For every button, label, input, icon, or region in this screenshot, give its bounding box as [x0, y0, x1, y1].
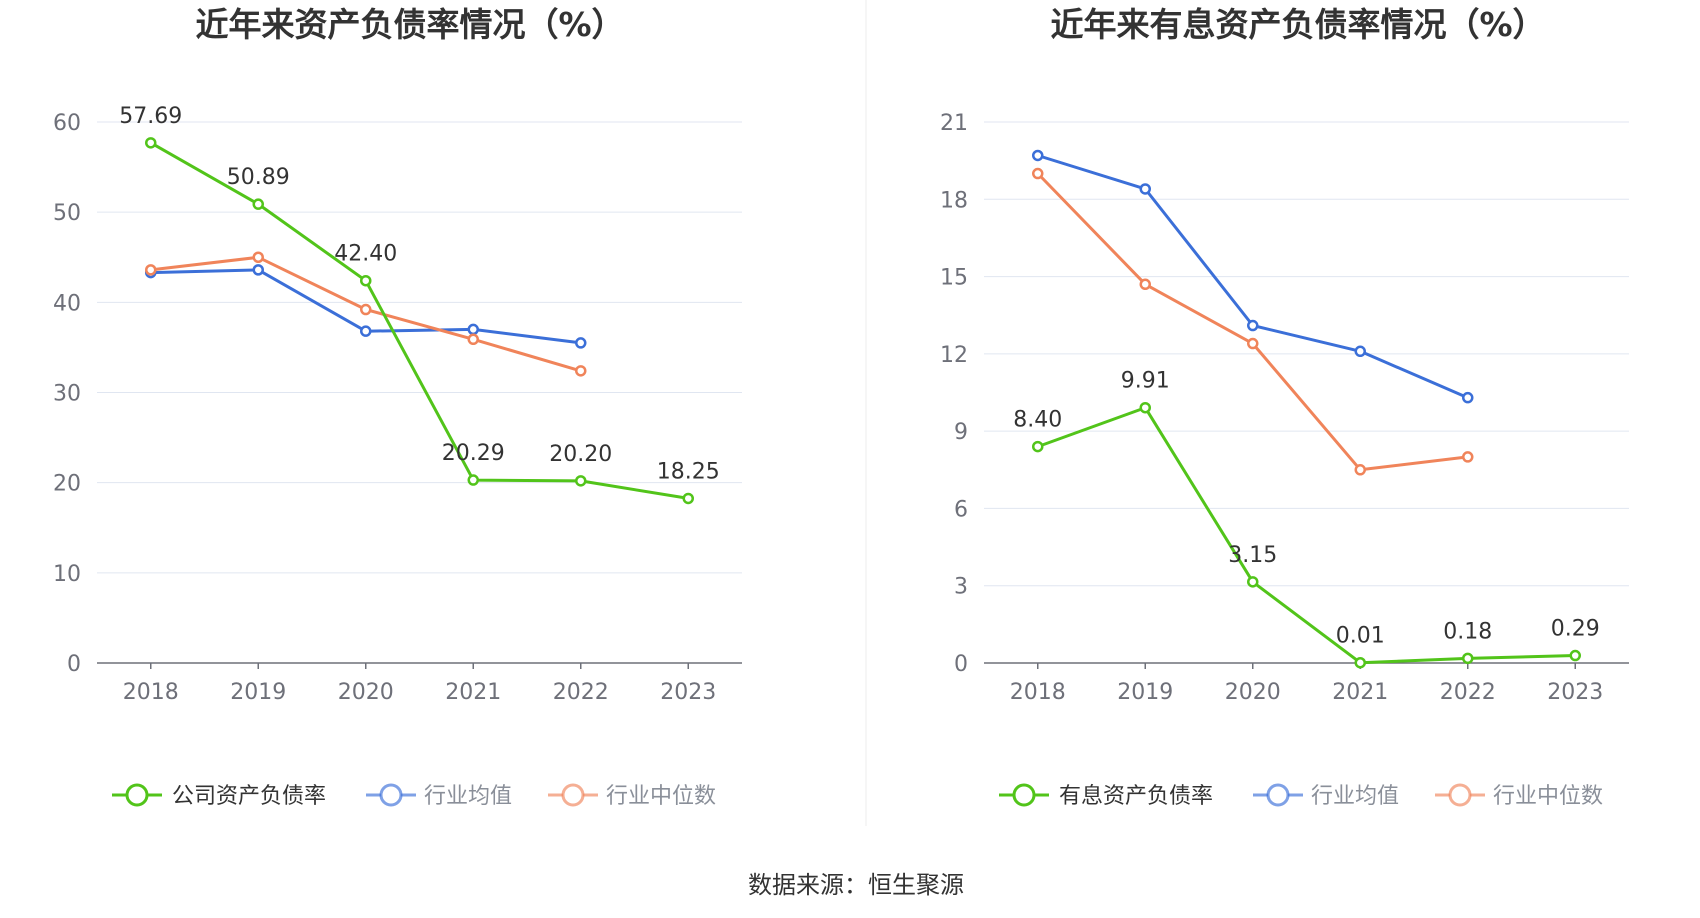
chart-panel-1: 近年来资产负债率情况（%） 0 10 20 30 40 50 60 2018 2019 2020 20…: [53, 5, 742, 809]
legend-label: 行业均值: [424, 784, 512, 809]
chart-panel-2: 近年来有息资产负债率情况（%） 0 3 6 9 12 15 18 21 2018 2019 2020 2…: [940, 5, 1629, 809]
data-point-company: [1354, 656, 1366, 669]
data-point-company: [1032, 440, 1044, 453]
data-point-company: [682, 492, 694, 505]
legend-marker: [379, 783, 403, 807]
y-tick-label: 21: [940, 111, 968, 136]
series-line-company: [1037, 406, 1576, 665]
data-label: 18.25: [657, 459, 720, 484]
x-tick-label: 2023: [1547, 680, 1603, 705]
legend-marker: [1266, 783, 1290, 807]
y-tick-label: 0: [67, 652, 81, 677]
data-point-company: [145, 137, 157, 149]
y-tick-label: 50: [53, 201, 81, 226]
x-tick-label: 2021: [1332, 680, 1388, 705]
data-point-industry_median: [1032, 167, 1044, 180]
x-tick-label: 2018: [123, 680, 179, 705]
y-tick-label: 40: [53, 291, 81, 316]
data-point-company: [1462, 652, 1474, 665]
data-point-industry_avg: [575, 337, 587, 349]
legend-marker: [1448, 783, 1472, 807]
legend-item-industry_avg[interactable]: 行业均值: [366, 783, 512, 809]
data-point-company: [467, 474, 479, 486]
data-point-industry_median: [252, 251, 264, 263]
data-point-industry_median: [360, 303, 372, 316]
data-point-company: [1569, 649, 1581, 662]
data-label: 3.15: [1228, 543, 1277, 568]
data-source-note: 数据来源：恒生聚源: [748, 871, 964, 899]
data-label: 0.18: [1443, 619, 1492, 644]
legend-label: 行业中位数: [606, 784, 716, 809]
data-point-industry_avg: [467, 323, 479, 336]
data-point-industry_median: [575, 365, 587, 377]
data-point-industry_avg: [1354, 345, 1366, 358]
y-tick-label: 6: [954, 497, 968, 522]
data-point-company: [252, 198, 264, 210]
legend-item-industry_median[interactable]: 行业中位数: [548, 783, 716, 809]
x-tick-label: 2020: [1225, 680, 1281, 705]
x-tick-label: 2019: [230, 680, 286, 705]
legend-marker: [561, 783, 585, 807]
data-label: 9.91: [1121, 369, 1170, 394]
legend-label: 有息资产负债率: [1059, 784, 1213, 809]
legend-item-company[interactable]: 有息资产负债率: [999, 783, 1213, 809]
y-tick-label: 3: [954, 575, 968, 600]
data-point-industry_avg: [1139, 183, 1151, 195]
y-tick-label: 60: [53, 111, 81, 136]
data-label: 20.29: [442, 441, 505, 466]
data-point-company: [360, 274, 372, 287]
chart-title: 近年来资产负债率情况（%）: [195, 5, 624, 44]
data-point-company: [1247, 576, 1259, 588]
data-label: 42.40: [334, 242, 397, 267]
data-label: 20.20: [549, 442, 612, 467]
legend-marker: [125, 783, 149, 807]
legend-label: 行业均值: [1311, 784, 1399, 809]
y-tick-label: 12: [940, 343, 968, 368]
y-tick-label: 9: [954, 420, 968, 445]
data-point-industry_median: [1462, 451, 1474, 463]
data-point-industry_median: [145, 264, 157, 276]
x-tick-label: 2020: [338, 680, 394, 705]
legend-item-industry_median[interactable]: 行业中位数: [1435, 783, 1603, 809]
x-tick-label: 2022: [1440, 680, 1496, 705]
data-point-industry_avg: [1247, 319, 1259, 332]
data-label: 0.01: [1336, 624, 1385, 649]
data-point-industry_avg: [252, 264, 264, 276]
data-point-industry_median: [1354, 464, 1366, 476]
y-tick-label: 0: [954, 652, 968, 677]
x-tick-label: 2018: [1010, 680, 1066, 705]
legend-label: 行业中位数: [1493, 784, 1603, 809]
y-tick-label: 10: [53, 562, 81, 587]
x-tick-label: 2023: [660, 680, 716, 705]
legend-item-industry_avg[interactable]: 行业均值: [1253, 783, 1399, 809]
data-point-company: [575, 475, 587, 487]
data-point-company: [1139, 401, 1151, 414]
data-point-industry_median: [1139, 278, 1151, 291]
data-point-industry_avg: [1462, 391, 1474, 404]
y-tick-label: 15: [940, 266, 968, 291]
data-point-industry_median: [1247, 337, 1259, 350]
legend-item-company[interactable]: 公司资产负债率: [112, 783, 326, 809]
chart-title: 近年来有息资产负债率情况（%）: [1050, 5, 1545, 44]
legend-marker: [1012, 783, 1036, 807]
x-tick-label: 2021: [445, 680, 501, 705]
data-label: 8.40: [1013, 408, 1062, 433]
x-tick-label: 2022: [553, 680, 609, 705]
data-label: 57.69: [119, 104, 182, 129]
data-label: 0.29: [1551, 617, 1600, 642]
data-point-industry_avg: [1032, 149, 1044, 162]
data-label: 50.89: [227, 165, 290, 190]
x-tick-label: 2019: [1117, 680, 1173, 705]
legend-label: 公司资产负债率: [172, 784, 326, 809]
y-tick-label: 18: [940, 188, 968, 213]
data-point-industry_avg: [360, 325, 372, 337]
y-tick-label: 30: [53, 382, 81, 407]
series-line-company: [150, 141, 689, 500]
y-tick-label: 20: [53, 472, 81, 497]
data-point-industry_median: [467, 333, 479, 346]
